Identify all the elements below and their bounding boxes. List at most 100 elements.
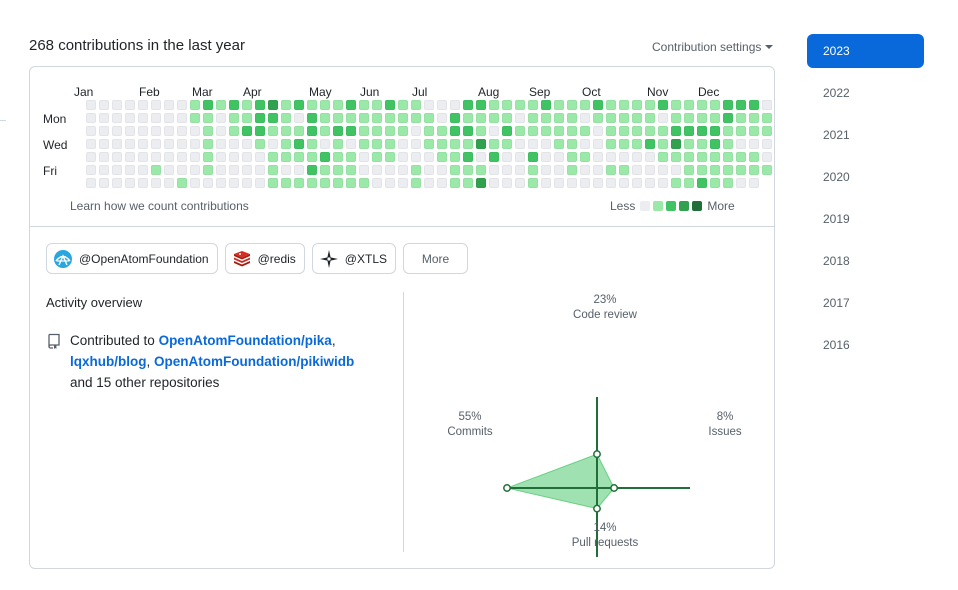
contribution-day-cell[interactable] (112, 126, 122, 136)
contribution-day-cell[interactable] (632, 126, 642, 136)
contribution-day-cell[interactable] (554, 100, 564, 110)
contribution-day-cell[interactable] (372, 178, 382, 188)
contribution-day-cell[interactable] (125, 139, 135, 149)
contribution-day-cell[interactable] (112, 100, 122, 110)
contribution-day-cell[interactable] (736, 165, 746, 175)
contribution-day-cell[interactable] (580, 113, 590, 123)
contribution-day-cell[interactable] (437, 113, 447, 123)
contribution-day-cell[interactable] (632, 178, 642, 188)
contribution-day-cell[interactable] (255, 126, 265, 136)
contribution-day-cell[interactable] (424, 152, 434, 162)
contribution-day-cell[interactable] (229, 178, 239, 188)
contribution-day-cell[interactable] (723, 126, 733, 136)
contribution-day-cell[interactable] (645, 178, 655, 188)
contribution-day-cell[interactable] (281, 100, 291, 110)
contribution-day-cell[interactable] (398, 100, 408, 110)
contribution-day-cell[interactable] (177, 113, 187, 123)
contribution-day-cell[interactable] (86, 178, 96, 188)
contribution-day-cell[interactable] (385, 152, 395, 162)
contribution-day-cell[interactable] (242, 113, 252, 123)
contribution-day-cell[interactable] (385, 178, 395, 188)
contribution-day-cell[interactable] (463, 113, 473, 123)
contribution-day-cell[interactable] (320, 113, 330, 123)
contribution-day-cell[interactable] (99, 165, 109, 175)
contribution-day-cell[interactable] (710, 139, 720, 149)
contribution-day-cell[interactable] (138, 100, 148, 110)
contribution-day-cell[interactable] (489, 113, 499, 123)
contribution-day-cell[interactable] (333, 126, 343, 136)
contribution-day-cell[interactable] (580, 139, 590, 149)
contribution-day-cell[interactable] (203, 100, 213, 110)
contribution-day-cell[interactable] (398, 165, 408, 175)
contribution-day-cell[interactable] (476, 178, 486, 188)
contribution-day-cell[interactable] (528, 139, 538, 149)
contribution-day-cell[interactable] (164, 178, 174, 188)
contribution-day-cell[interactable] (216, 100, 226, 110)
org-button-openatomfoundation[interactable]: @OpenAtomFoundation (46, 243, 218, 274)
contribution-day-cell[interactable] (606, 152, 616, 162)
contribution-day-cell[interactable] (645, 100, 655, 110)
contribution-day-cell[interactable] (372, 165, 382, 175)
contribution-day-cell[interactable] (255, 113, 265, 123)
contribution-day-cell[interactable] (424, 113, 434, 123)
contribution-day-cell[interactable] (125, 152, 135, 162)
contribution-day-cell[interactable] (229, 139, 239, 149)
contribution-day-cell[interactable] (580, 126, 590, 136)
contribution-day-cell[interactable] (684, 100, 694, 110)
contribution-day-cell[interactable] (229, 126, 239, 136)
contribution-day-cell[interactable] (658, 165, 668, 175)
contribution-day-cell[interactable] (502, 165, 512, 175)
contribution-day-cell[interactable] (268, 152, 278, 162)
contribution-day-cell[interactable] (619, 178, 629, 188)
contribution-day-cell[interactable] (216, 152, 226, 162)
contribution-day-cell[interactable] (190, 152, 200, 162)
contribution-day-cell[interactable] (580, 100, 590, 110)
contribution-day-cell[interactable] (645, 139, 655, 149)
contribution-day-cell[interactable] (333, 139, 343, 149)
contribution-day-cell[interactable] (229, 165, 239, 175)
contribution-day-cell[interactable] (723, 113, 733, 123)
contribution-day-cell[interactable] (203, 113, 213, 123)
contribution-day-cell[interactable] (515, 152, 525, 162)
contribution-day-cell[interactable] (463, 165, 473, 175)
contribution-day-cell[interactable] (424, 165, 434, 175)
contribution-day-cell[interactable] (346, 139, 356, 149)
contribution-day-cell[interactable] (606, 139, 616, 149)
contribution-day-cell[interactable] (385, 165, 395, 175)
contribution-day-cell[interactable] (177, 100, 187, 110)
contribution-day-cell[interactable] (476, 113, 486, 123)
contribution-day-cell[interactable] (593, 165, 603, 175)
contribution-day-cell[interactable] (398, 126, 408, 136)
contribution-day-cell[interactable] (268, 139, 278, 149)
contribution-day-cell[interactable] (112, 139, 122, 149)
contribution-day-cell[interactable] (567, 165, 577, 175)
contribution-day-cell[interactable] (190, 100, 200, 110)
contribution-day-cell[interactable] (593, 126, 603, 136)
contribution-day-cell[interactable] (723, 139, 733, 149)
contribution-day-cell[interactable] (567, 152, 577, 162)
contribution-day-cell[interactable] (268, 100, 278, 110)
contribution-day-cell[interactable] (346, 113, 356, 123)
contribution-day-cell[interactable] (502, 152, 512, 162)
contribution-day-cell[interactable] (411, 100, 421, 110)
contribution-day-cell[interactable] (359, 178, 369, 188)
contribution-day-cell[interactable] (736, 113, 746, 123)
learn-contributions-link[interactable]: Learn how we count contributions (70, 199, 249, 213)
contribution-day-cell[interactable] (138, 113, 148, 123)
contribution-day-cell[interactable] (216, 178, 226, 188)
contribution-day-cell[interactable] (476, 126, 486, 136)
contribution-day-cell[interactable] (307, 139, 317, 149)
contribution-day-cell[interactable] (294, 165, 304, 175)
contribution-day-cell[interactable] (502, 139, 512, 149)
contribution-day-cell[interactable] (437, 152, 447, 162)
contribution-day-cell[interactable] (294, 139, 304, 149)
contribution-day-cell[interactable] (99, 113, 109, 123)
contribution-day-cell[interactable] (255, 165, 265, 175)
contribution-day-cell[interactable] (190, 113, 200, 123)
contribution-day-cell[interactable] (476, 139, 486, 149)
contribution-day-cell[interactable] (593, 100, 603, 110)
contribution-day-cell[interactable] (125, 126, 135, 136)
contribution-day-cell[interactable] (151, 165, 161, 175)
contribution-day-cell[interactable] (151, 178, 161, 188)
contribution-day-cell[interactable] (476, 100, 486, 110)
